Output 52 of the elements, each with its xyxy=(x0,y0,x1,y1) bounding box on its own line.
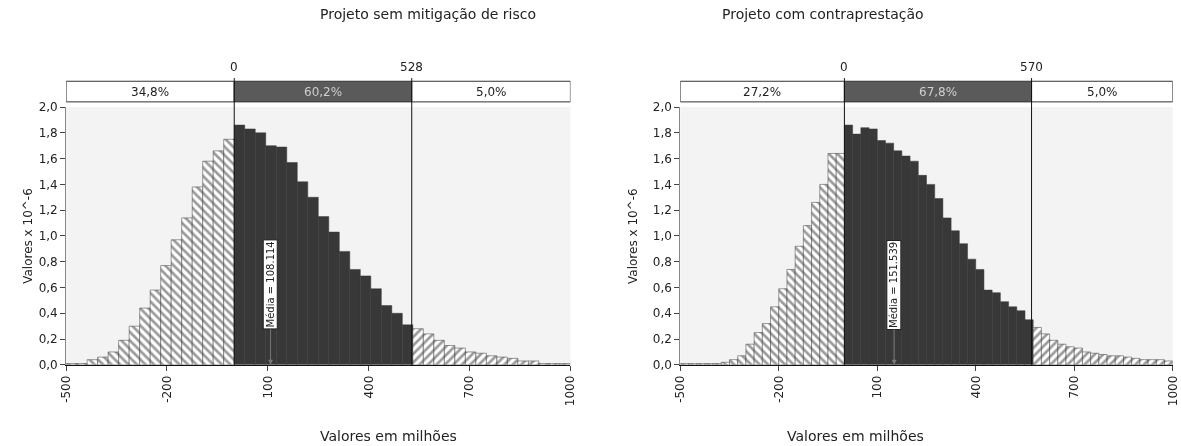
text: 27,2% xyxy=(743,85,782,99)
x-tick-label: 100 xyxy=(870,375,885,399)
y-tick-label: 2,0 xyxy=(652,100,672,115)
y-tick-label: 2,0 xyxy=(38,100,58,115)
y-tick-label: 0,6 xyxy=(38,280,58,295)
y-tick-label: 0,0 xyxy=(652,358,672,373)
y-tick-label: 0,4 xyxy=(652,306,672,321)
x-axis-title: Valores em milhões xyxy=(320,428,457,444)
y-tick-label: 1,2 xyxy=(652,203,672,218)
text: 5,0% xyxy=(476,85,507,99)
y-tick-label: 1,8 xyxy=(652,126,672,141)
x-tick-label: 700 xyxy=(462,375,477,399)
x-tick-label: 1000 xyxy=(1165,375,1180,407)
annotation: Média = 108.114 xyxy=(264,241,276,328)
y-tick-label: 1,8 xyxy=(38,126,58,141)
y-tick-label: 1,6 xyxy=(38,151,58,166)
ref-line-label: 0 xyxy=(840,60,848,74)
chart-title: Projeto sem mitigação de risco xyxy=(320,6,537,22)
text: 60,2% xyxy=(304,85,343,99)
y-axis-title: Valores x 10^-6 xyxy=(20,188,35,284)
x-axis-title: Valores em milhões xyxy=(787,428,924,444)
y-tick-label: 1,4 xyxy=(652,177,672,192)
y-tick-label: 0,0 xyxy=(38,358,58,373)
chart-title: Projeto com contraprestação xyxy=(722,6,924,22)
y-tick-label: 0,6 xyxy=(652,280,672,295)
y-axis-title: Valores x 10^-6 xyxy=(626,188,641,284)
text: 5,0% xyxy=(1087,85,1118,99)
y-tick-label: 0,2 xyxy=(38,332,58,347)
ref-line-label: 0 xyxy=(230,60,238,74)
y-tick-label: 1,0 xyxy=(652,229,672,244)
ref-line-label: 528 xyxy=(400,60,423,74)
x-tick-label: 100 xyxy=(260,375,275,399)
ref-line-label: 570 xyxy=(1020,60,1043,74)
x-tick-label: -500 xyxy=(673,375,688,403)
y-tick-label: 1,2 xyxy=(38,203,58,218)
x-tick-label: -500 xyxy=(59,375,74,403)
y-tick-label: 0,8 xyxy=(652,254,672,269)
annotation: Média = 151.539 xyxy=(888,241,900,328)
text: 34,8% xyxy=(131,85,170,99)
x-tick-label: 400 xyxy=(968,375,983,399)
y-tick-label: 1,4 xyxy=(38,177,58,192)
x-tick-label: 700 xyxy=(1067,375,1082,399)
y-tick-label: 1,0 xyxy=(38,229,58,244)
x-tick-label: 400 xyxy=(361,375,376,399)
text: 67,8% xyxy=(919,85,958,99)
y-tick-label: 0,4 xyxy=(38,306,58,321)
x-tick-label: -200 xyxy=(159,375,174,403)
y-tick-label: 0,2 xyxy=(652,332,672,347)
x-tick-label: -200 xyxy=(771,375,786,403)
y-tick-label: 1,6 xyxy=(652,151,672,166)
y-tick-label: 0,8 xyxy=(38,254,58,269)
x-tick-label: 1000 xyxy=(563,375,578,407)
